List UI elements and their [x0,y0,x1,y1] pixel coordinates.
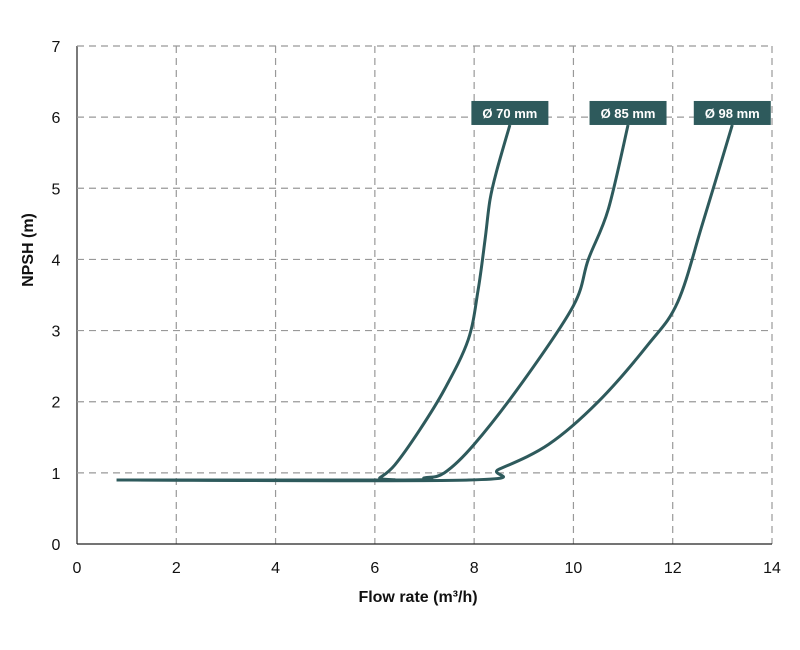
y-axis-label: NPSH (m) [20,213,37,287]
y-tick-label: 3 [52,324,61,341]
x-tick-label: 6 [370,560,379,577]
series-line [116,124,630,482]
series-label: Ø 70 mm [482,106,537,121]
x-tick-label: 4 [271,560,280,577]
series-label: Ø 85 mm [601,106,656,121]
x-tick-label: 2 [172,560,181,577]
x-tick-label: 14 [763,560,781,577]
series-line [116,124,734,483]
series-label-box [589,100,667,125]
y-tick-label: 0 [52,537,61,554]
x-tick-label: 10 [565,560,583,577]
y-tick-label: 5 [52,181,61,198]
y-tick-label: 7 [52,39,61,56]
series-label-box [471,100,549,125]
x-tick-label: 8 [470,560,479,577]
y-tick-label: 4 [52,252,61,269]
y-tick-label: 1 [52,466,61,483]
y-tick-label: 6 [52,110,61,127]
y-tick-label: 2 [52,395,61,412]
x-tick-label: 12 [664,560,682,577]
series-label-box [693,100,771,125]
series-label: Ø 98 mm [705,106,760,121]
x-tick-label: 0 [73,560,82,577]
x-axis-label: Flow rate (m³/h) [358,589,477,606]
